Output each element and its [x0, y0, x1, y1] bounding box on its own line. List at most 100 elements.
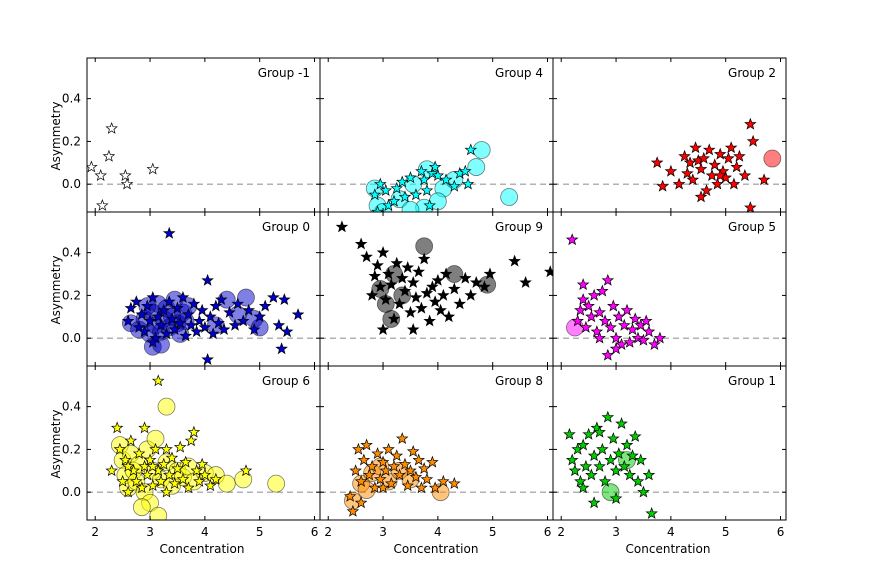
plot-area — [553, 117, 786, 212]
star-point — [437, 474, 450, 487]
circle-point — [763, 149, 782, 168]
star-point — [571, 314, 584, 327]
star-point — [371, 258, 384, 271]
star-point — [182, 481, 195, 494]
star-point — [165, 451, 179, 464]
star-point — [702, 143, 716, 156]
y-axis-label-row-2: Asymmetry — [49, 409, 63, 478]
star-point — [120, 177, 134, 190]
star-point — [94, 169, 107, 181]
star-point — [151, 310, 165, 323]
star-point — [379, 464, 393, 477]
star-point — [428, 481, 442, 494]
star-point — [620, 438, 634, 451]
star-point — [182, 308, 195, 321]
plot-area — [553, 233, 786, 361]
x-tick-label: 3 — [379, 525, 387, 539]
star-point — [459, 271, 472, 284]
x-axis-label-col-0: Concentration — [160, 542, 245, 556]
star-point — [417, 252, 431, 265]
x-tick-label: 5 — [256, 525, 264, 539]
star-point — [409, 470, 423, 483]
star-point — [239, 464, 253, 477]
star-point — [116, 474, 129, 487]
star-point — [110, 421, 124, 434]
star-point — [376, 246, 390, 258]
star-point — [193, 474, 206, 487]
star-point — [96, 198, 109, 211]
group-label: Group 9 — [495, 220, 543, 234]
star-point — [143, 453, 157, 466]
star-point — [195, 457, 209, 470]
star-point — [209, 472, 223, 485]
star-point — [204, 310, 217, 323]
star-point — [258, 299, 272, 312]
star-point — [146, 290, 160, 303]
star-point — [730, 160, 743, 173]
x-tick-label: 3 — [146, 525, 154, 539]
star-point — [593, 425, 606, 438]
group-label: Group 1 — [728, 374, 776, 388]
star-point — [686, 173, 700, 186]
star-point — [187, 297, 201, 310]
star-point — [694, 190, 708, 203]
star-point — [587, 496, 601, 509]
star-point — [335, 220, 349, 233]
star-point — [393, 297, 406, 310]
x-tick-label: 6 — [777, 525, 785, 539]
group-label: Group 5 — [728, 220, 776, 234]
star-point — [382, 267, 395, 280]
star-point — [576, 438, 590, 451]
star-point — [428, 160, 442, 173]
star-point — [733, 149, 746, 162]
star-point — [587, 288, 601, 301]
star-point — [593, 459, 606, 472]
star-point — [190, 325, 203, 338]
star-point — [124, 301, 138, 314]
y-tick-label: 0.4 — [62, 246, 81, 260]
star-point — [390, 181, 404, 194]
star-point — [376, 455, 390, 468]
star-point — [354, 237, 368, 250]
panel-group-9: Group 9 — [319, 211, 554, 367]
star-point — [165, 312, 179, 325]
star-point — [708, 158, 722, 171]
star-point — [393, 468, 406, 481]
star-point — [656, 179, 669, 192]
star-point — [173, 316, 187, 329]
star-point — [598, 314, 612, 327]
star-point — [179, 329, 192, 342]
star-point — [360, 250, 373, 263]
y-tick-label: 0.2 — [62, 288, 81, 302]
y-tick-label: 0.0 — [62, 177, 81, 191]
group-label: Group 0 — [262, 220, 310, 234]
star-point — [694, 162, 708, 175]
y-axis-label-row-0: Asymmetry — [49, 101, 63, 170]
star-point — [637, 485, 650, 498]
star-point — [612, 310, 626, 323]
star-point — [404, 464, 417, 477]
panel-frame — [319, 211, 554, 367]
star-point — [585, 468, 598, 481]
star-point — [700, 184, 713, 196]
star-point — [168, 323, 181, 335]
star-point — [179, 455, 192, 468]
star-point — [574, 303, 587, 316]
star-point — [428, 295, 442, 308]
star-point — [576, 293, 590, 306]
star-point — [141, 468, 154, 481]
star-point — [280, 325, 294, 338]
star-point — [206, 327, 220, 340]
star-point — [121, 459, 135, 472]
star-point — [176, 290, 190, 303]
star-point — [390, 256, 404, 269]
panel-group-5: Group 5 — [552, 211, 787, 367]
panel-group-6: 0.0 0.2 0.4 2 3 4 5 6 Group 6 — [62, 365, 321, 539]
circle-point — [267, 474, 286, 493]
star-point — [601, 348, 615, 361]
star-point — [346, 504, 360, 517]
plot-area — [320, 141, 553, 212]
star-point — [376, 323, 390, 335]
group-label: Group 4 — [495, 66, 543, 80]
star-point — [354, 496, 368, 509]
